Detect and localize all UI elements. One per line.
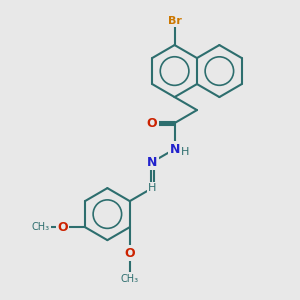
Text: N: N (147, 156, 158, 169)
Text: O: O (57, 220, 68, 234)
Text: N: N (169, 142, 180, 156)
Text: CH₃: CH₃ (31, 222, 49, 232)
Text: H: H (148, 183, 156, 193)
Text: CH₃: CH₃ (121, 274, 139, 284)
Text: O: O (124, 247, 135, 260)
Text: O: O (147, 117, 158, 130)
Text: Br: Br (168, 16, 182, 26)
Text: H: H (181, 147, 189, 157)
